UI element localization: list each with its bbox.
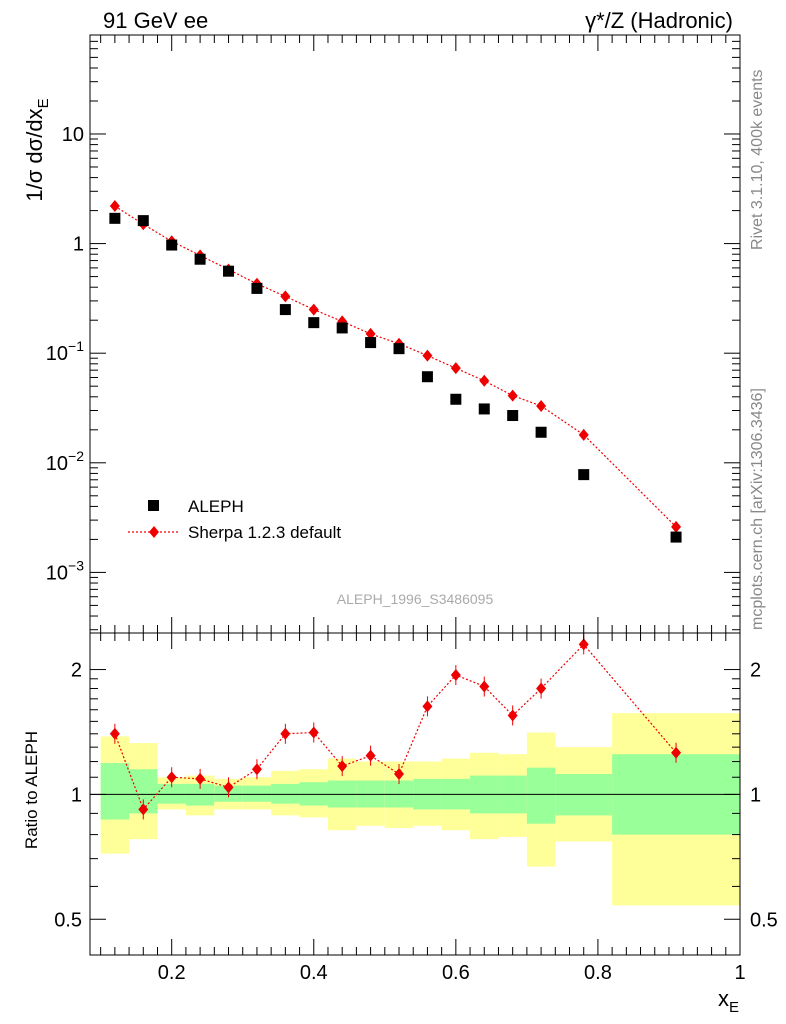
data-point [393,343,405,355]
ratio-mc-point [308,726,319,739]
ratio-band-inner [271,783,300,804]
data-point [450,393,462,405]
x-tick-label: 0.4 [300,962,328,984]
data-point [478,403,490,415]
ratio-band-inner [100,763,130,820]
data-point [279,304,291,316]
x-tick-label: 0.6 [442,962,470,984]
main-y-tick-label: 10−1 [46,338,84,365]
mc-point [507,389,518,402]
analysis-id-watermark: ALEPH_1996_S3486095 [337,591,494,607]
x-axis-title: xE [718,986,739,1016]
header-left: 91 GeV ee [103,8,208,33]
data-point [194,253,206,265]
ratio-mc-point [251,763,262,776]
x-axis-title-text: x [718,986,729,1011]
mc-point [109,200,120,213]
data-point [336,322,348,334]
ratio-band-inner [299,782,328,806]
ratio-band-inner [526,767,556,824]
data-point [365,337,377,349]
ratio-y-tick-label: 0.5 [54,909,82,931]
legend-data-marker [148,500,159,511]
ratio-mc-point [109,727,120,740]
legend: ALEPH Sherpa 1.2.3 default [128,497,341,542]
ratio-mc-point [507,709,518,722]
ratio-y-tick-label-right: 0.5 [750,909,778,931]
ratio-mc-point [337,760,348,773]
ratio-mc-point [450,669,461,682]
legend-mc-marker [149,526,159,538]
main-y-axis-title: 1/σ dσ/dxE [22,98,52,201]
data-point [535,426,547,438]
mc-point [578,428,589,441]
svg-text:1/σ dσ/dxE: 1/σ dσ/dxE [22,98,52,201]
ratio-plot-frame [89,632,741,956]
ratio-band-inner [242,785,272,802]
ratio-y-axis: 0.5 0.5 1 1 2 2 [54,660,778,932]
mc-point [479,374,490,387]
data-point [137,215,149,227]
mc-point [422,349,433,362]
ratio-mc-point [422,700,433,713]
ratio-mc-line [114,643,677,811]
rivet-version-label: Rivet 3.1.10, 400k events [749,69,766,250]
data-point [507,410,519,422]
data-point [421,371,433,383]
ratio-mc-point [671,746,682,759]
ratio-y-axis-title: Ratio to ALEPH [22,731,41,849]
ratio-band-inner [157,783,186,804]
ratio-y-tick-label-right: 1 [750,784,761,806]
main-y-axis-title-text: 1/σ dσ/dx [22,108,47,201]
ratio-y-tick-label: 2 [71,660,82,682]
mc-point [365,327,376,340]
main-plot-frame [89,34,741,634]
mc-point [308,303,319,316]
ratio-mc-point [365,749,376,762]
mc-point [536,399,547,412]
mc-point [280,290,291,303]
ratio-mc-point [195,772,206,785]
ratio-mc-point [166,771,177,784]
ratio-mc-point [280,727,291,740]
ratio-mc-point [394,767,405,780]
data-point [578,469,590,481]
main-y-axis-title-sub: E [35,98,52,108]
ratio-mc-point [536,682,547,695]
data-point [223,265,235,277]
x-axis: 0.2 0.4 0.6 0.8 1 [100,35,746,984]
mc-point [671,520,682,533]
data-point [109,212,121,224]
ratio-mc-point [578,638,589,651]
x-tick-label: 0.8 [584,962,612,984]
x-tick-label: 1 [734,962,745,984]
data-point [166,239,178,251]
ratio-mc-point [138,803,149,816]
ratio-y-tick-label-right: 2 [750,660,761,682]
ratio-y-tick-label: 1 [71,784,82,806]
ratio-plot-area [90,634,740,820]
mc-point [450,362,461,375]
ratio-mc-point [223,781,234,794]
x-axis-title-sub: E [729,999,739,1016]
x-tick-label: 0.2 [158,962,186,984]
mcplots-source-label: mcplots.cern.ch [arXiv:1306.3436] [749,388,766,630]
main-plot-area [109,200,682,543]
main-y-tick-label: 1 [73,234,84,256]
data-point [308,317,320,329]
main-y-tick-label: 10−3 [46,557,84,584]
mc-series-line [114,205,677,528]
ratio-mc-point [479,680,490,693]
legend-data-label: ALEPH [188,497,244,516]
main-y-axis: 10−3 10−2 10−1 1 10 [46,34,740,631]
header-right: γ*/Z (Hadronic) [585,8,733,33]
data-point [670,531,682,543]
main-y-tick-label: 10−2 [46,448,84,475]
main-y-tick-label: 10 [62,124,84,146]
legend-mc-label: Sherpa 1.2.3 default [188,523,341,542]
data-point [251,282,263,294]
ratio-uncertainty-bands [100,713,740,906]
